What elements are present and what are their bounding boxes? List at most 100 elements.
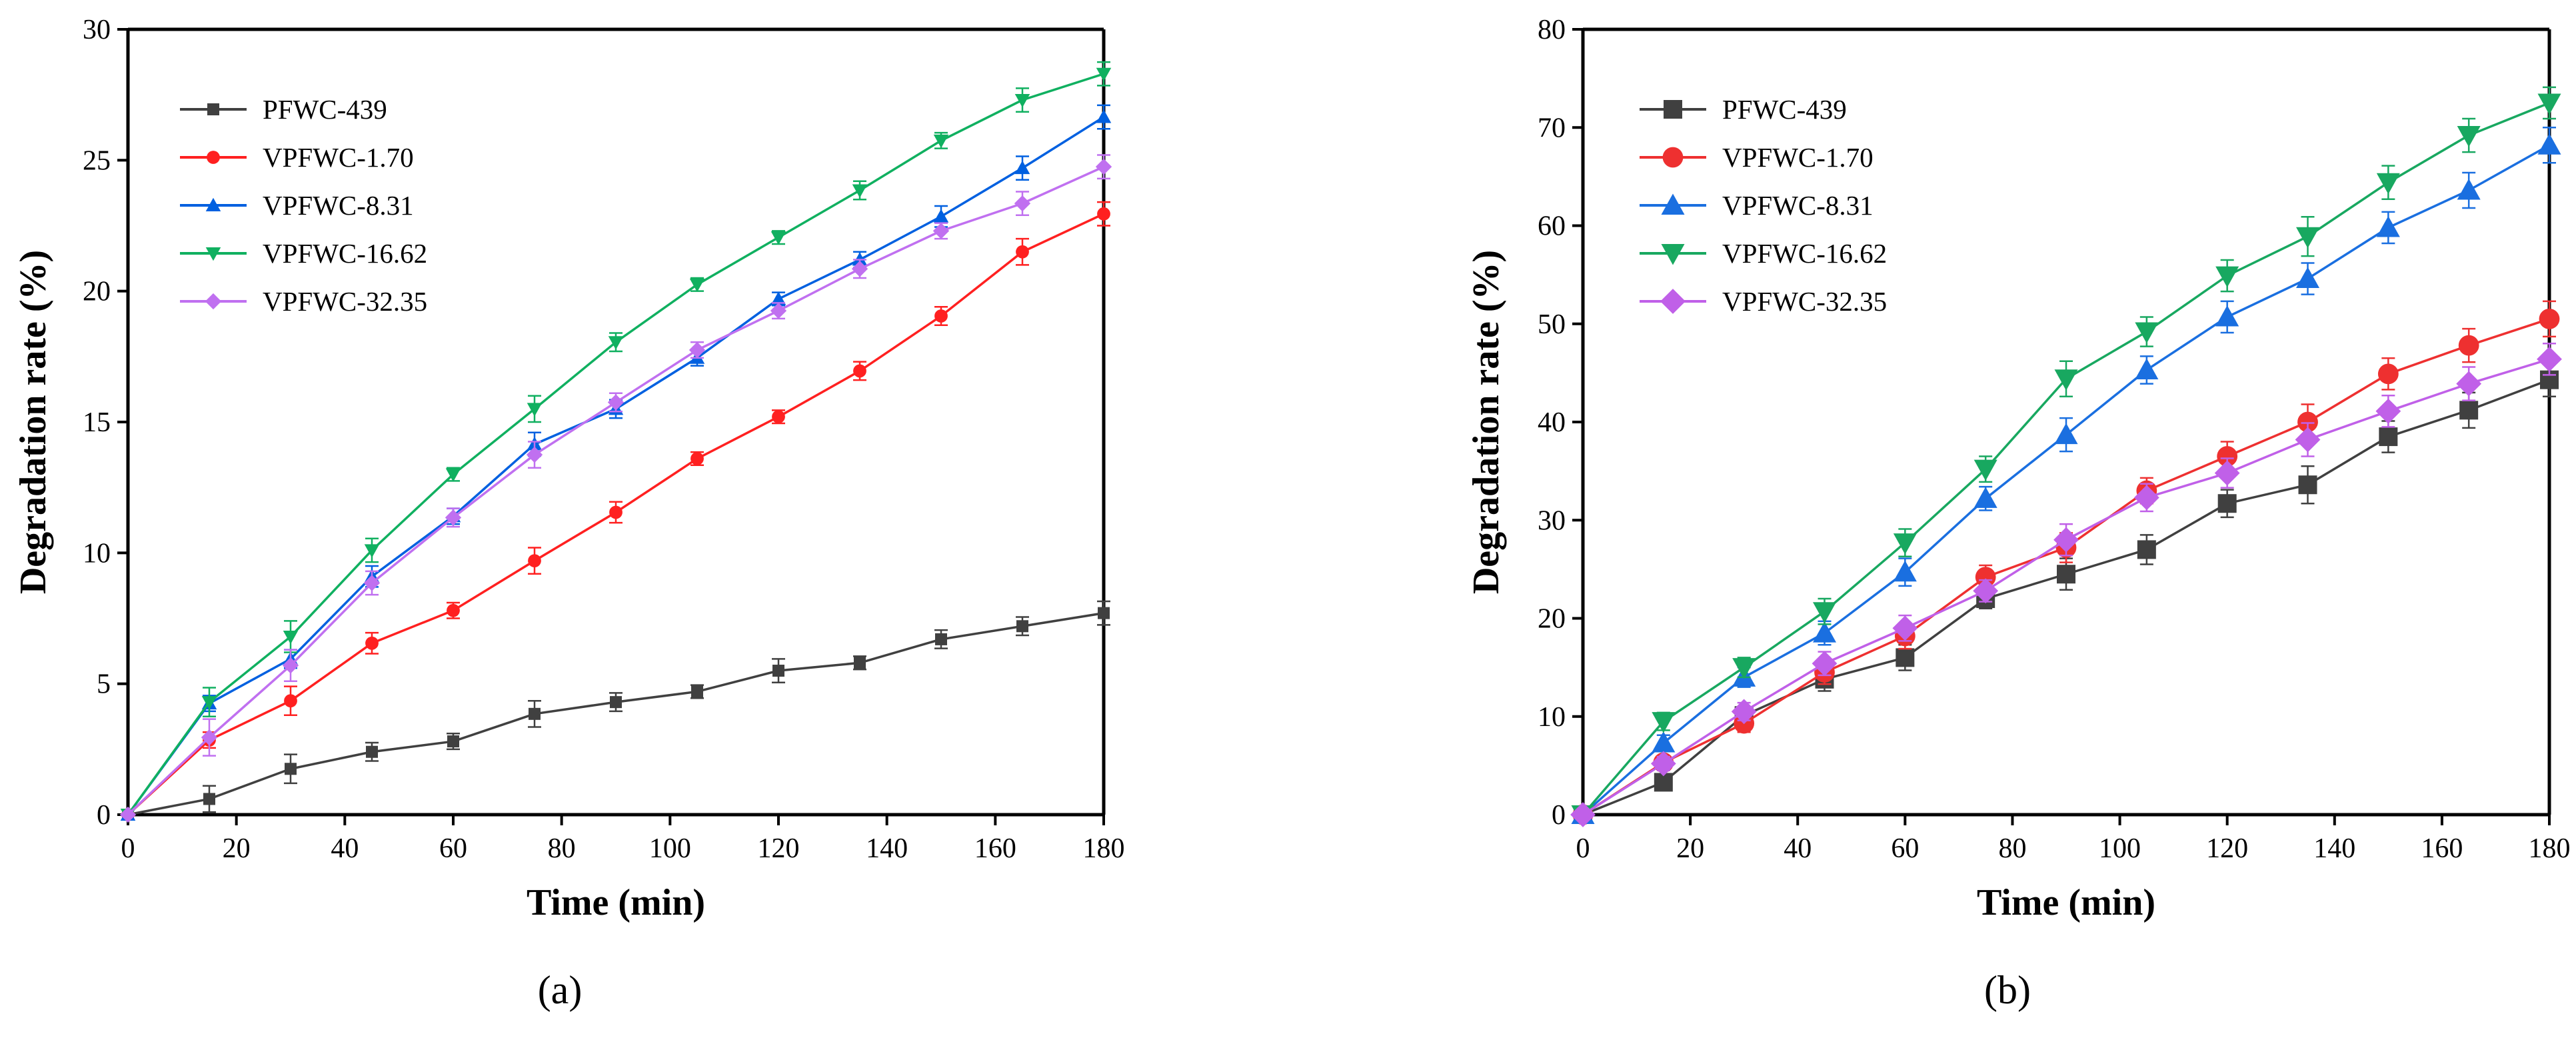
- data-point: [363, 575, 381, 591]
- legend-label: VPFWC-8.31: [263, 190, 414, 221]
- legend-marker: [1660, 289, 1686, 314]
- data-point: [2456, 371, 2482, 397]
- data-point: [201, 696, 217, 710]
- data-point: [2215, 266, 2239, 288]
- legend-entry: PFWC-439: [180, 94, 387, 125]
- legend-entry: VPFWC-16.62: [1640, 238, 1887, 269]
- data-point: [1096, 109, 1112, 123]
- series-pfwc-439: [122, 600, 1110, 821]
- data-point: [445, 509, 462, 526]
- x-tick-label: 120: [2206, 833, 2248, 864]
- series-vpfwc-32-35: [119, 154, 1112, 823]
- data-point: [284, 694, 297, 708]
- legend-marker: [205, 293, 222, 310]
- data-point: [2377, 363, 2399, 385]
- x-tick-label: 0: [1576, 833, 1590, 864]
- data-point: [2297, 411, 2318, 433]
- data-point: [2537, 133, 2561, 155]
- data-point: [2054, 423, 2078, 445]
- data-point: [2537, 346, 2562, 372]
- data-point: [1650, 751, 1676, 777]
- legend-label: VPFWC-16.62: [263, 238, 427, 269]
- data-point: [2537, 93, 2561, 115]
- data-point: [933, 134, 949, 149]
- legend-label: VPFWC-1.70: [1722, 142, 1874, 173]
- data-point: [527, 403, 543, 417]
- data-point: [1098, 607, 1110, 619]
- x-tick-label: 20: [223, 833, 251, 864]
- legend-label: VPFWC-32.35: [263, 286, 427, 317]
- x-tick-label: 40: [1784, 833, 1812, 864]
- data-point: [851, 261, 868, 277]
- data-point: [1570, 802, 1596, 827]
- data-point: [1892, 615, 1918, 641]
- data-point: [772, 410, 785, 424]
- data-point: [935, 633, 947, 645]
- x-tick-label: 180: [1083, 833, 1125, 864]
- data-point: [2379, 427, 2398, 447]
- data-point: [1732, 658, 1756, 679]
- panel-label: (b): [1984, 968, 2031, 1012]
- legend-marker: [205, 197, 221, 211]
- data-point: [2376, 173, 2400, 195]
- y-tick-label: 40: [1538, 407, 1566, 438]
- data-point: [528, 554, 541, 568]
- data-point: [447, 603, 460, 617]
- legend-entry: VPFWC-32.35: [180, 286, 427, 317]
- series-vpfwc-8-31: [1571, 127, 2561, 824]
- data-point: [283, 630, 299, 645]
- x-tick-label: 60: [439, 833, 467, 864]
- y-tick-label: 15: [83, 407, 111, 438]
- legend-marker: [1662, 147, 1684, 168]
- legend-marker: [1661, 244, 1685, 265]
- y-tick-label: 60: [1538, 211, 1566, 242]
- data-point: [1016, 620, 1028, 633]
- y-tick-label: 25: [83, 145, 111, 176]
- data-point: [607, 394, 625, 411]
- data-point: [610, 696, 622, 709]
- x-tick-label: 100: [649, 833, 691, 864]
- legend-marker: [207, 151, 220, 164]
- data-point: [1731, 699, 1757, 725]
- data-point: [2057, 565, 2075, 584]
- data-point: [526, 446, 543, 463]
- chart-panel-b: 0 20 40 60 80 100 120 140 160 180 0 10 20 30 40 50 60 70 8…: [1466, 15, 2571, 1012]
- x-tick-label: 140: [866, 833, 908, 864]
- legend-entry: VPFWC-1.70: [180, 142, 414, 173]
- data-point: [854, 657, 866, 669]
- series-vpfwc-32-35: [1570, 342, 2562, 827]
- data-point: [2215, 305, 2239, 327]
- data-point: [285, 763, 297, 775]
- data-point: [770, 302, 787, 319]
- data-point: [2298, 475, 2317, 495]
- data-point: [1812, 651, 1838, 677]
- legend-entry: VPFWC-8.31: [180, 190, 414, 221]
- y-tick-label: 20: [1538, 604, 1566, 635]
- series-vpfwc-16-62: [1571, 86, 2561, 827]
- y-axis-title: Degradation rate (%): [13, 250, 54, 594]
- data-point: [1813, 602, 1836, 623]
- legend-entry: VPFWC-16.62: [180, 238, 427, 269]
- data-point: [1973, 459, 1997, 481]
- data-point: [2214, 460, 2240, 486]
- x-tick-label: 160: [974, 833, 1016, 864]
- data-point: [2376, 215, 2400, 237]
- y-axis-title: Degradation rate (%): [1466, 250, 1507, 594]
- y-tick-label: 30: [1538, 505, 1566, 536]
- data-point: [203, 793, 215, 805]
- legend-marker: [1664, 100, 1682, 119]
- legend-entry: PFWC-439: [1640, 94, 1847, 125]
- y-tick-label: 5: [97, 669, 111, 700]
- data-point: [2459, 401, 2479, 420]
- data-point: [2053, 527, 2079, 553]
- data-point: [689, 278, 705, 293]
- data-point: [934, 309, 948, 323]
- data-point: [2295, 427, 2321, 453]
- data-point: [1014, 94, 1030, 108]
- data-point: [609, 505, 623, 519]
- data-point: [1097, 207, 1110, 221]
- panel-label: (a): [538, 968, 583, 1012]
- data-point: [2217, 446, 2238, 467]
- data-point: [2135, 358, 2159, 379]
- data-point: [1893, 533, 1917, 555]
